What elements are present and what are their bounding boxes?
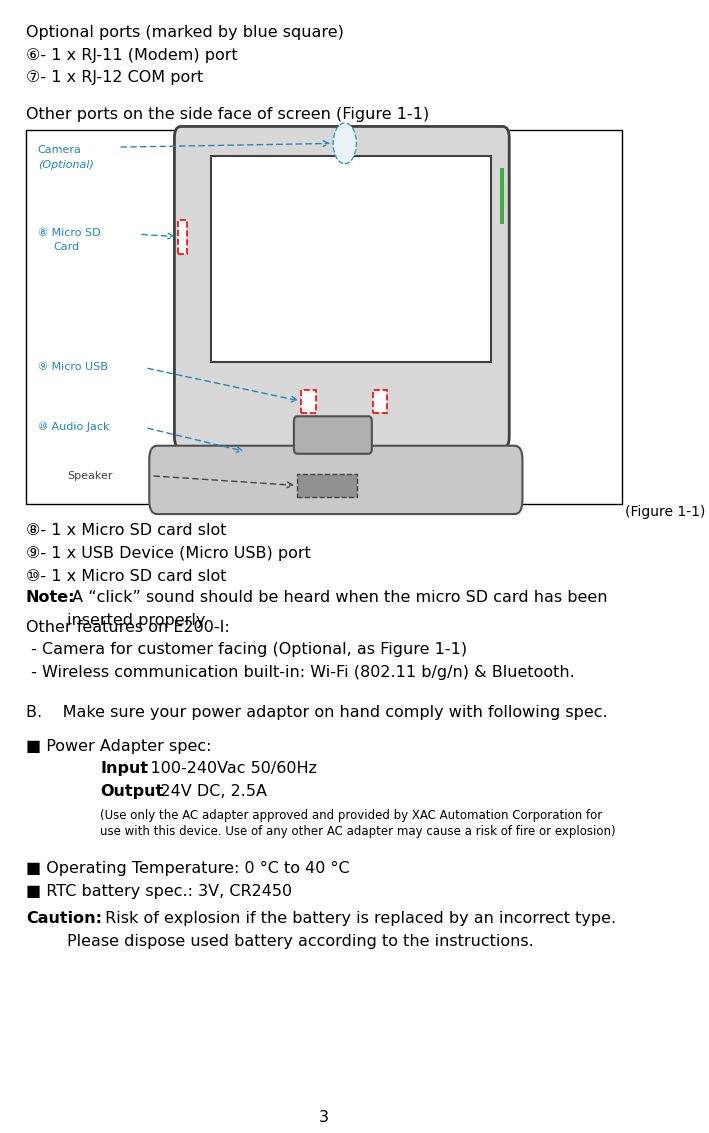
Bar xyxy=(301,390,316,412)
Text: ⑩ Audio Jack: ⑩ Audio Jack xyxy=(38,421,109,433)
Text: ⑨ Micro USB: ⑨ Micro USB xyxy=(38,363,108,372)
Text: (Optional): (Optional) xyxy=(38,160,94,170)
Text: Input: Input xyxy=(101,761,149,776)
Text: Camera: Camera xyxy=(38,145,82,155)
Text: Other features on E200-I:: Other features on E200-I: xyxy=(26,620,230,634)
Text: Risk of explosion if the battery is replaced by an incorrect type.: Risk of explosion if the battery is repl… xyxy=(101,911,617,926)
Text: Other ports on the side face of screen (Figure 1-1): Other ports on the side face of screen (… xyxy=(26,107,429,121)
Text: Caution:: Caution: xyxy=(26,911,102,926)
Text: ⑧- 1 x Micro SD card slot: ⑧- 1 x Micro SD card slot xyxy=(26,523,226,538)
Bar xyxy=(26,130,622,504)
Text: (Use only the AC adapter approved and provided by XAC Automation Corporation for: (Use only the AC adapter approved and pr… xyxy=(101,809,603,821)
Text: Please dispose used battery according to the instructions.: Please dispose used battery according to… xyxy=(26,934,534,948)
Text: ⑦- 1 x RJ-12 COM port: ⑦- 1 x RJ-12 COM port xyxy=(26,70,203,85)
Text: ■ Operating Temperature: 0 °C to 40 °C: ■ Operating Temperature: 0 °C to 40 °C xyxy=(26,861,350,876)
Text: ■ Power Adapter spec:: ■ Power Adapter spec: xyxy=(26,739,211,753)
Text: Note:: Note: xyxy=(26,590,75,605)
Text: ⑩- 1 x Micro SD card slot: ⑩- 1 x Micro SD card slot xyxy=(26,569,226,583)
FancyBboxPatch shape xyxy=(174,127,509,449)
Text: (Figure 1-1): (Figure 1-1) xyxy=(625,505,705,519)
Text: - Wireless communication built-in: Wi-Fi (802.11 b/g/n) & Bluetooth.: - Wireless communication built-in: Wi-Fi… xyxy=(26,665,575,680)
Bar xyxy=(211,156,491,363)
Text: B.    Make sure your power adaptor on hand comply with following spec.: B. Make sure your power adaptor on hand … xyxy=(26,705,608,719)
Text: Optional ports (marked by blue square): Optional ports (marked by blue square) xyxy=(26,25,344,40)
FancyBboxPatch shape xyxy=(294,416,372,453)
Text: use with this device. Use of any other AC adapter may cause a risk of fire or ex: use with this device. Use of any other A… xyxy=(101,825,616,837)
Text: A “click” sound should be heard when the micro SD card has been: A “click” sound should be heard when the… xyxy=(67,590,607,605)
Text: ■ RTC battery spec.: 3V, CR2450: ■ RTC battery spec.: 3V, CR2450 xyxy=(26,884,292,898)
Bar xyxy=(297,474,357,497)
Bar xyxy=(315,433,351,489)
Text: Output: Output xyxy=(101,784,164,799)
FancyBboxPatch shape xyxy=(150,445,523,514)
Text: inserted properly.: inserted properly. xyxy=(26,613,208,628)
Text: Card: Card xyxy=(53,242,79,253)
Text: Speaker: Speaker xyxy=(67,471,113,482)
Text: - Camera for customer facing (Optional, as Figure 1-1): - Camera for customer facing (Optional, … xyxy=(26,642,467,657)
Text: : 24V DC, 2.5A: : 24V DC, 2.5A xyxy=(150,784,267,799)
Bar xyxy=(500,168,503,224)
Text: 3: 3 xyxy=(319,1110,329,1125)
Text: : 100-240Vac 50/60Hz: : 100-240Vac 50/60Hz xyxy=(140,761,317,776)
Text: ⑥- 1 x RJ-11 (Modem) port: ⑥- 1 x RJ-11 (Modem) port xyxy=(26,48,238,62)
Bar xyxy=(178,220,187,254)
Bar xyxy=(373,390,387,412)
Circle shape xyxy=(333,123,357,164)
Text: ⑨- 1 x USB Device (Micro USB) port: ⑨- 1 x USB Device (Micro USB) port xyxy=(26,546,311,561)
Text: ⑧ Micro SD: ⑧ Micro SD xyxy=(38,228,101,238)
